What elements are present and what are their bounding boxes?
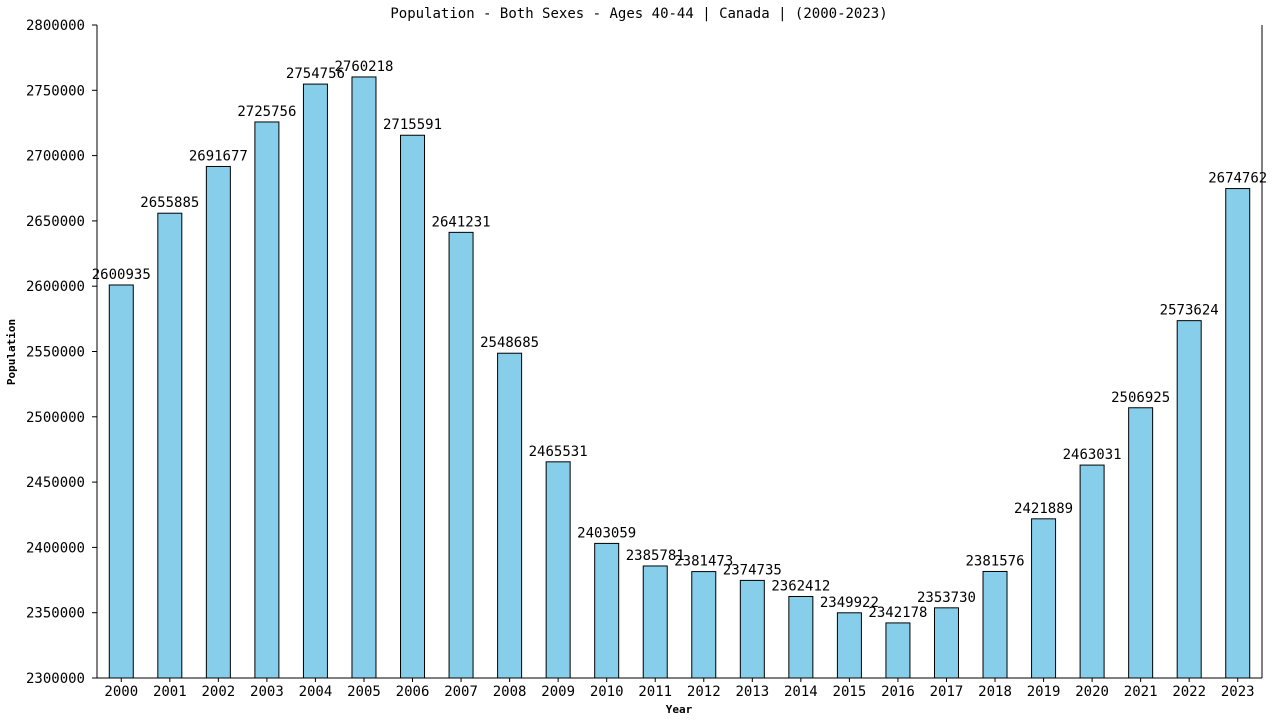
x-tick-label: 2003 (250, 684, 284, 700)
data-label: 2349922 (820, 595, 879, 611)
y-tick-label: 2700000 (26, 149, 85, 165)
x-tick-label: 2021 (1124, 684, 1158, 700)
y-ticks-group: 2300000 2350000 2400000 2450000 2500000 25500… (26, 18, 97, 687)
x-tick-label: 2011 (638, 684, 672, 700)
x-tick-label: 2013 (735, 684, 769, 700)
x-tick-label: 2002 (201, 684, 235, 700)
x-axis-label: Year (666, 703, 693, 716)
bar (157, 212, 183, 679)
x-tick-label: 2019 (1027, 684, 1061, 700)
data-labels-group: 2600935 2655885 2691677 2725756 275475627602… (92, 59, 1267, 621)
bar (1079, 464, 1105, 679)
x-tick-label: 2000 (104, 684, 138, 700)
bar (982, 570, 1008, 679)
bar (642, 565, 668, 679)
data-label: 2674762 (1208, 171, 1267, 187)
y-tick-label: 2800000 (26, 18, 85, 34)
x-tick-label: 2022 (1172, 684, 1206, 700)
y-tick-label: 2450000 (26, 475, 85, 491)
data-label: 2600935 (92, 267, 151, 283)
data-label: 2725756 (237, 104, 296, 120)
data-label: 2465531 (529, 444, 588, 460)
x-tick-label: 2023 (1221, 684, 1255, 700)
data-label: 2403059 (577, 525, 636, 541)
x-tick-label: 2001 (153, 684, 187, 700)
y-tick-label: 2650000 (26, 214, 85, 230)
y-tick-label: 2350000 (26, 606, 85, 622)
bar (1225, 188, 1251, 679)
bar (400, 134, 426, 679)
bar (448, 231, 474, 679)
bar (739, 579, 765, 679)
bar (254, 121, 280, 679)
bar (885, 622, 911, 679)
data-label: 2342178 (868, 605, 927, 621)
data-label: 2760218 (334, 59, 393, 75)
x-tick-label: 2005 (347, 684, 381, 700)
chart-title: Population - Both Sexes - Ages 40-44 | C… (390, 6, 887, 22)
y-tick-label: 2600000 (26, 279, 85, 295)
bar (933, 607, 959, 679)
y-tick-label: 2400000 (26, 540, 85, 556)
y-axis-label: Population (5, 319, 18, 385)
data-label: 2641231 (432, 214, 491, 230)
x-tick-label: 2014 (784, 684, 818, 700)
y-tick-label: 2750000 (26, 83, 85, 99)
x-ticks-group: 2000 2001 2002 2003 2004 2005 2006 2007 2008 2009… (104, 678, 1255, 700)
bar (836, 612, 862, 679)
data-label: 2506925 (1111, 390, 1170, 406)
x-tick-label: 2016 (881, 684, 915, 700)
bar (1176, 320, 1202, 679)
data-label: 2691677 (189, 148, 248, 164)
x-tick-label: 2012 (687, 684, 721, 700)
data-label: 2385781 (626, 548, 685, 564)
y-tick-label: 2500000 (26, 410, 85, 426)
bar (497, 352, 523, 679)
bar (691, 571, 717, 679)
x-tick-label: 2017 (930, 684, 964, 700)
data-label: 2374735 (723, 562, 782, 578)
x-tick-label: 2004 (299, 684, 333, 700)
data-label: 2573624 (1160, 303, 1219, 319)
bar (545, 461, 571, 679)
x-tick-label: 2020 (1075, 684, 1109, 700)
data-label: 2655885 (140, 195, 199, 211)
bar (108, 284, 134, 679)
x-tick-label: 2015 (833, 684, 867, 700)
x-tick-label: 2009 (541, 684, 575, 700)
data-label: 2353730 (917, 590, 976, 606)
data-label: 2381473 (674, 554, 733, 570)
data-label: 2421889 (1014, 501, 1073, 517)
x-tick-label: 2006 (396, 684, 430, 700)
bar (351, 76, 377, 679)
data-label: 2548685 (480, 335, 539, 351)
y-tick-label: 2550000 (26, 345, 85, 361)
data-label: 2463031 (1063, 447, 1122, 463)
x-tick-label: 2010 (590, 684, 624, 700)
x-tick-label: 2007 (444, 684, 478, 700)
data-label: 2754756 (286, 66, 345, 82)
bars-group (108, 76, 1251, 679)
data-label: 2715591 (383, 117, 442, 133)
data-label: 2381576 (966, 553, 1025, 569)
x-tick-label: 2018 (978, 684, 1012, 700)
bar (594, 542, 620, 679)
bar (302, 83, 328, 679)
data-label: 2362412 (771, 578, 830, 594)
bar (1031, 518, 1057, 679)
bar (1128, 407, 1154, 679)
bar (788, 595, 814, 679)
bar (205, 165, 231, 679)
x-tick-label: 2008 (493, 684, 527, 700)
y-tick-label: 2300000 (26, 671, 85, 687)
